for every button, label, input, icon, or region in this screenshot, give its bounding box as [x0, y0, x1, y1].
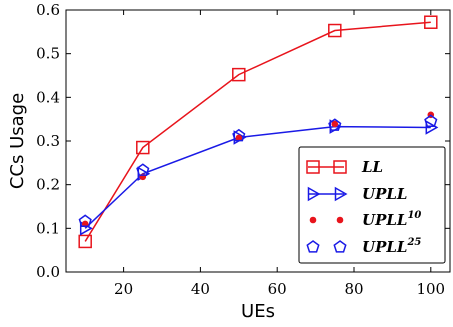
pentagon-marker — [424, 114, 438, 127]
square-marker — [78, 234, 92, 249]
triangle-marker — [334, 186, 348, 202]
dot-marker — [309, 216, 317, 224]
legend-label-name: UPLL — [362, 185, 407, 203]
ticks: 20 40 60 80 100 0.0 0.1 0.2 0.3 0.4 0.5 0.6 — [36, 1, 450, 298]
legend-label: UPLL25 — [362, 237, 421, 256]
square-marker — [424, 15, 438, 29]
x-tick-label: 100 — [416, 280, 445, 298]
square-marker — [136, 140, 150, 155]
square-marker — [333, 160, 347, 174]
pentagon-marker — [328, 118, 342, 131]
triangle-marker — [425, 120, 439, 135]
legend-label-superscript: 25 — [406, 237, 421, 248]
legend-label-name: UPLL — [362, 238, 407, 256]
x-tick-label: 60 — [268, 280, 287, 298]
series-0 — [78, 15, 438, 249]
y-axis-label: CCs Usage — [7, 93, 28, 189]
dot-marker — [331, 120, 339, 128]
legend-label-name: UPLL — [362, 211, 407, 229]
y-tick-label: 0.1 — [36, 219, 60, 237]
legend-box — [298, 146, 446, 264]
legend-label: LL — [361, 158, 383, 176]
series-3 — [78, 114, 438, 227]
legend-label-superscript: 10 — [407, 210, 421, 221]
y-tick-label: 0.6 — [36, 1, 60, 19]
x-axis-label: UEs — [241, 301, 275, 322]
y-tick-label: 0.2 — [36, 176, 60, 194]
y-tick-label: 0.5 — [36, 45, 60, 63]
pentagon-marker — [136, 163, 150, 176]
legend-label: UPLL10 — [362, 210, 421, 229]
dot-marker — [235, 134, 243, 142]
legend-entry: UPLL — [307, 185, 407, 203]
legend-entry: UPLL25 — [306, 237, 421, 256]
pentagon-marker — [306, 240, 320, 253]
legend-entry: UPLL10 — [309, 210, 421, 229]
series-line — [84, 21, 431, 242]
pentagon-marker — [78, 214, 92, 227]
series-layer — [78, 15, 439, 249]
legend-label-name: LL — [361, 158, 383, 176]
x-tick-label: 40 — [191, 280, 210, 298]
triangle-marker — [307, 186, 321, 202]
x-tick-label: 20 — [114, 280, 133, 298]
square-marker — [328, 23, 342, 38]
legend-entry: LL — [306, 158, 383, 176]
y-tick-label: 0.4 — [36, 88, 60, 106]
dot-marker — [336, 216, 344, 224]
x-tick-label: 80 — [344, 280, 363, 298]
pentagon-marker — [232, 128, 246, 142]
pentagon-marker — [333, 240, 347, 253]
y-tick-label: 0.0 — [36, 263, 60, 281]
square-marker — [232, 67, 246, 82]
legend-label: UPLL — [362, 185, 407, 203]
square-marker — [306, 160, 320, 174]
y-tick-label: 0.3 — [36, 132, 60, 150]
